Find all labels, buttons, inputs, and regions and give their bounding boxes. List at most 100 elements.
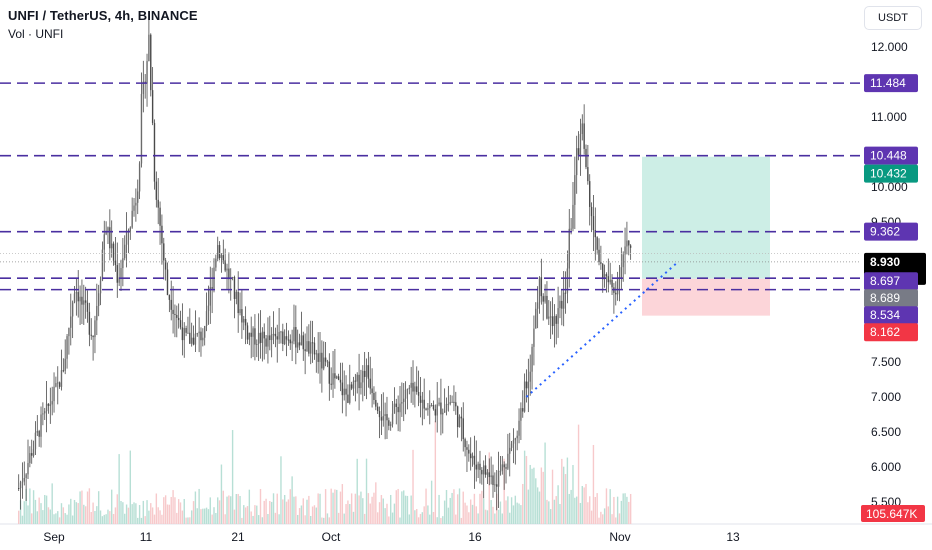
- target-price-badge[interactable]: [864, 164, 918, 183]
- price-badge-8697[interactable]: [864, 272, 918, 291]
- candle-body: [603, 274, 606, 280]
- price-badge-11484-text: 11.484: [870, 76, 906, 90]
- candle-body: [120, 268, 122, 278]
- volume-bar: [525, 455, 528, 524]
- volume-bar: [421, 512, 424, 524]
- volume-bar: [540, 467, 543, 524]
- volume-bar: [544, 442, 546, 524]
- symbol-title: UNFI / TetherUS, 4h, BINANCE: [8, 8, 198, 23]
- candle-body: [137, 191, 139, 203]
- volume-bar: [629, 493, 632, 524]
- candle-body: [47, 403, 50, 406]
- candle-body: [365, 365, 368, 377]
- volume-bar: [211, 514, 213, 524]
- dotted-trendline[interactable]: [525, 261, 679, 398]
- price-badge-9362[interactable]: [864, 222, 918, 241]
- candle-body: [194, 333, 197, 345]
- volume-bar: [602, 514, 604, 524]
- candle-body: [272, 333, 275, 335]
- volume-bar: [598, 517, 600, 524]
- volume-bar: [615, 517, 617, 524]
- candle-body: [388, 420, 390, 426]
- candle-body: [246, 325, 249, 340]
- candle-body: [159, 207, 161, 226]
- volume-bar: [523, 450, 526, 524]
- entry-price-badge[interactable]: [864, 289, 918, 308]
- volume-bar: [483, 498, 485, 524]
- x-tick-label: 16: [468, 530, 482, 544]
- volume-bar: [518, 503, 520, 524]
- volume-bar: [192, 501, 195, 524]
- volume-bar: [170, 496, 172, 524]
- volume-bar: [512, 505, 515, 524]
- volume-bar: [252, 515, 254, 524]
- volume-bar: [103, 514, 105, 524]
- price-badge-10448[interactable]: [864, 146, 918, 165]
- candle-body: [503, 464, 505, 468]
- candle-body: [551, 316, 554, 327]
- candle-body: [44, 411, 46, 414]
- volume-indicator-label[interactable]: Vol · UNFI: [8, 27, 64, 41]
- volume-bar: [176, 512, 178, 524]
- candle-body: [211, 287, 213, 289]
- volume-bar: [354, 493, 357, 524]
- candle-body: [57, 382, 59, 384]
- candle-body: [125, 230, 128, 245]
- candle-body: [209, 287, 211, 306]
- candle-body: [66, 336, 68, 359]
- volume-bar: [447, 507, 450, 524]
- candle-body: [585, 148, 587, 168]
- volume-bar: [551, 469, 554, 524]
- volume-bar: [228, 495, 230, 524]
- candle-body: [187, 332, 189, 334]
- price-badge-8534[interactable]: [864, 306, 918, 325]
- candle-body: [499, 470, 502, 472]
- loss-zone[interactable]: [642, 278, 770, 316]
- volume-bar: [332, 492, 334, 524]
- volume-bar: [358, 495, 360, 524]
- candle-body: [334, 373, 336, 379]
- volume-bar: [349, 504, 351, 524]
- volume-bar: [230, 496, 232, 524]
- candle-body: [469, 453, 472, 459]
- price-badge-11484[interactable]: [864, 74, 918, 93]
- candle-body: [367, 365, 370, 379]
- candle-body: [265, 338, 267, 347]
- candle-body: [339, 379, 342, 383]
- volume-badge[interactable]: [861, 505, 925, 522]
- candle-body: [542, 296, 544, 302]
- candle-body: [354, 380, 357, 382]
- volume-bar: [343, 513, 345, 524]
- candle-body: [228, 268, 230, 280]
- volume-bar: [291, 476, 293, 524]
- volume-bar: [241, 517, 243, 524]
- candle-body: [282, 331, 284, 344]
- candle-body: [421, 399, 424, 403]
- candle-body: [207, 305, 210, 312]
- candle-body: [438, 402, 440, 405]
- profit-zone[interactable]: [642, 156, 770, 279]
- candle-body: [479, 463, 481, 470]
- candle-body: [267, 335, 269, 347]
- y-tick-label: 6.000: [871, 460, 901, 474]
- currency-button[interactable]: USDT: [864, 6, 922, 30]
- candle-body: [570, 228, 572, 230]
- volume-bar: [555, 496, 557, 524]
- volume-bar: [224, 514, 226, 524]
- volume-bar: [531, 468, 533, 524]
- candle-body: [484, 465, 487, 475]
- volume-bar: [196, 508, 198, 524]
- candle-body: [198, 331, 200, 334]
- candle-body: [58, 382, 61, 387]
- candle-body: [263, 331, 265, 339]
- stop-price-badge[interactable]: [864, 323, 918, 342]
- x-tick-label: Oct: [322, 530, 341, 544]
- volume-bar: [244, 507, 247, 524]
- candle-body: [21, 481, 24, 483]
- candle-body: [243, 318, 245, 323]
- candle-body: [254, 328, 256, 345]
- volume-bar: [607, 506, 610, 524]
- volume-bar: [464, 502, 466, 524]
- candle-body: [146, 61, 148, 84]
